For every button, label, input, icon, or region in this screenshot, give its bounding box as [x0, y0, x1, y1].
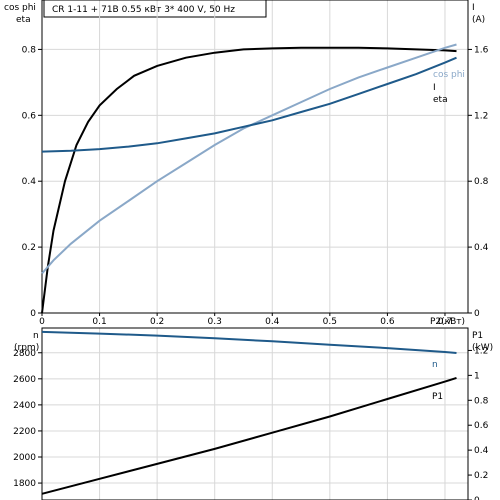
series-line-current [41, 56, 457, 153]
left-tick-label: 2200 [13, 427, 36, 437]
right-axis-label-p1: P1 [472, 331, 483, 341]
top-grid [42, 0, 468, 314]
right-tick-label: 0.8 [474, 396, 489, 406]
x-tick-label: 0.1 [92, 317, 106, 327]
left-tick-label: 2000 [13, 453, 36, 463]
left-tick-label: 1800 [13, 479, 36, 489]
left-axis-label-cos-phi: cos phi [4, 3, 36, 13]
chart-title: CR 1-11 + 71B 0.55 кВт 3* 400 V, 50 Hz [52, 5, 235, 15]
series-line-eta [41, 46, 457, 314]
bottom-grid [42, 328, 468, 500]
series-line-cos-phi [41, 43, 457, 275]
x-tick-label: 0.2 [150, 317, 164, 327]
right-tick-label: 1.2 [474, 111, 488, 121]
x-axis-label-p2: P2(кВт) [430, 317, 465, 327]
x-tick-label: 0.4 [265, 317, 280, 327]
right-tick-label: 0 [474, 496, 480, 500]
series-line-n [41, 330, 457, 354]
x-tick-label: 0 [39, 317, 45, 327]
right-tick-label: 0.4 [474, 446, 489, 456]
right-tick-label: 0.8 [474, 177, 489, 187]
label-eta: eta [433, 95, 448, 105]
bottom-plot-frame [41, 327, 469, 500]
left-tick-label: 2600 [13, 375, 36, 385]
right-tick-label: 1 [474, 371, 480, 381]
right-axis-label-a: (A) [472, 15, 485, 25]
x-tick-label: 0.6 [380, 317, 395, 327]
bottom-left-axis-ticks: 1800 2000 2200 2400 2600 2800 [13, 349, 42, 489]
left-axis-label-eta: eta [16, 15, 31, 25]
right-axis-label-kw: (kW) [472, 343, 493, 353]
label-cos-phi: cos phi [433, 70, 465, 80]
left-axis-label-n: n [33, 331, 39, 341]
right-tick-label: 0.2 [474, 471, 488, 481]
right-axis-label-i: I [472, 3, 475, 13]
speed-power-panel: 1800 2000 2200 2400 2600 2800 0 0.2 0.4 0.6 0.8 1 1… [13, 327, 493, 500]
left-tick-label: 0.6 [22, 111, 37, 121]
left-tick-label: 2800 [13, 349, 36, 359]
top-right-axis-ticks: 0 0.4 0.8 1.2 1.6 [468, 45, 489, 319]
label-current: I [433, 83, 436, 93]
right-tick-label: 1.2 [474, 346, 488, 356]
left-tick-label: 2400 [13, 401, 36, 411]
x-tick-label: 0.5 [323, 317, 337, 327]
left-tick-label: 0.8 [22, 45, 37, 55]
left-tick-label: 0 [30, 309, 36, 319]
efficiency-current-panel: 0 0.2 0.4 0.6 0.8 0 0.4 0.8 1.2 1.6 0 0.1 0.2 0.3 0.… [4, 0, 489, 327]
label-p1: P1 [432, 392, 443, 402]
label-n: n [432, 360, 438, 370]
top-left-axis-ticks: 0 0.2 0.4 0.6 0.8 [22, 45, 42, 319]
right-tick-label: 0.4 [474, 243, 489, 253]
left-axis-label-rpm: (rpm) [14, 343, 39, 353]
x-tick-label: 0.7 [438, 317, 452, 327]
right-tick-label: 0.6 [474, 421, 489, 431]
top-x-axis-ticks: 0 0.1 0.2 0.3 0.4 0.5 0.6 0.7 [39, 313, 452, 327]
top-plot-frame [41, 0, 469, 314]
series-line-p1 [41, 376, 457, 495]
bottom-right-axis-ticks: 0 0.2 0.4 0.6 0.8 1 1.2 [468, 346, 489, 500]
x-tick-label: 0.3 [208, 317, 222, 327]
right-tick-label: 1.6 [474, 45, 489, 55]
left-tick-label: 0.4 [22, 177, 37, 187]
right-tick-label: 0 [474, 309, 480, 319]
left-tick-label: 0.2 [22, 243, 36, 253]
